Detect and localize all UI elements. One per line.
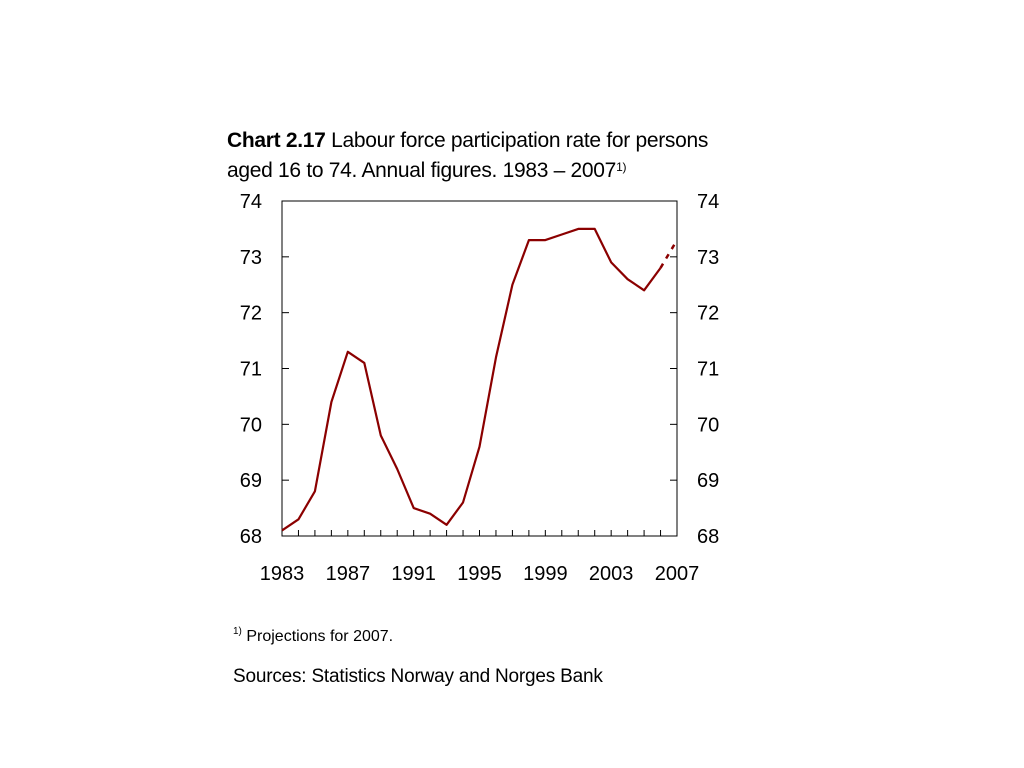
footnote-marker: 1) (233, 626, 242, 637)
footnote-text: Projections for 2007. (241, 628, 394, 645)
right-y-tick-label: 73 (697, 247, 719, 269)
x-tick-label: 2007 (655, 563, 700, 585)
series-line-actual (281, 227, 662, 532)
right-y-tick-label: 74 (697, 191, 719, 213)
x-tick-label: 1999 (523, 563, 568, 585)
sources-note: Sources: Statistics Norway and Norges Ba… (233, 666, 603, 687)
x-tick-label: 1987 (326, 563, 371, 585)
chart-number: Chart 2.17 (227, 129, 326, 152)
series-lines (281, 227, 679, 532)
right-y-tick-label: 70 (697, 414, 719, 436)
x-tick-label: 2003 (589, 563, 634, 585)
title-footnote-marker: 1) (616, 160, 627, 174)
left-y-tick-label: 72 (240, 303, 262, 325)
left-y-tick-label: 73 (240, 247, 262, 269)
left-y-tick-label: 74 (240, 191, 262, 213)
right-y-axis: 68 69 70 71 72 73 74 (670, 191, 719, 548)
left-y-tick-label: 68 (240, 526, 262, 548)
series-line-projection (659, 239, 679, 269)
x-axis: 1983 1987 1991 1995 1999 2003 2007 (260, 530, 700, 585)
x-tick-label: 1995 (457, 563, 502, 585)
x-tick-label: 1983 (260, 563, 305, 585)
title-line-2: aged 16 to 74. Annual figures. 1983 – 20… (227, 159, 617, 182)
right-y-tick-label: 68 (697, 526, 719, 548)
left-y-tick-label: 69 (240, 470, 262, 492)
right-y-tick-label: 69 (697, 470, 719, 492)
chart-title: Chart 2.17 Labour force participation ra… (227, 126, 747, 186)
right-y-tick-label: 72 (697, 303, 719, 325)
left-y-tick-label: 70 (240, 414, 262, 436)
right-y-tick-label: 71 (697, 359, 719, 381)
footnote: 1) Projections for 2007. (233, 626, 394, 646)
left-y-tick-label: 71 (240, 359, 262, 381)
title-line-1: Labour force participation rate for pers… (325, 129, 709, 152)
left-y-axis: 68 69 70 71 72 73 74 (240, 191, 289, 548)
x-tick-label: 1991 (391, 563, 436, 585)
